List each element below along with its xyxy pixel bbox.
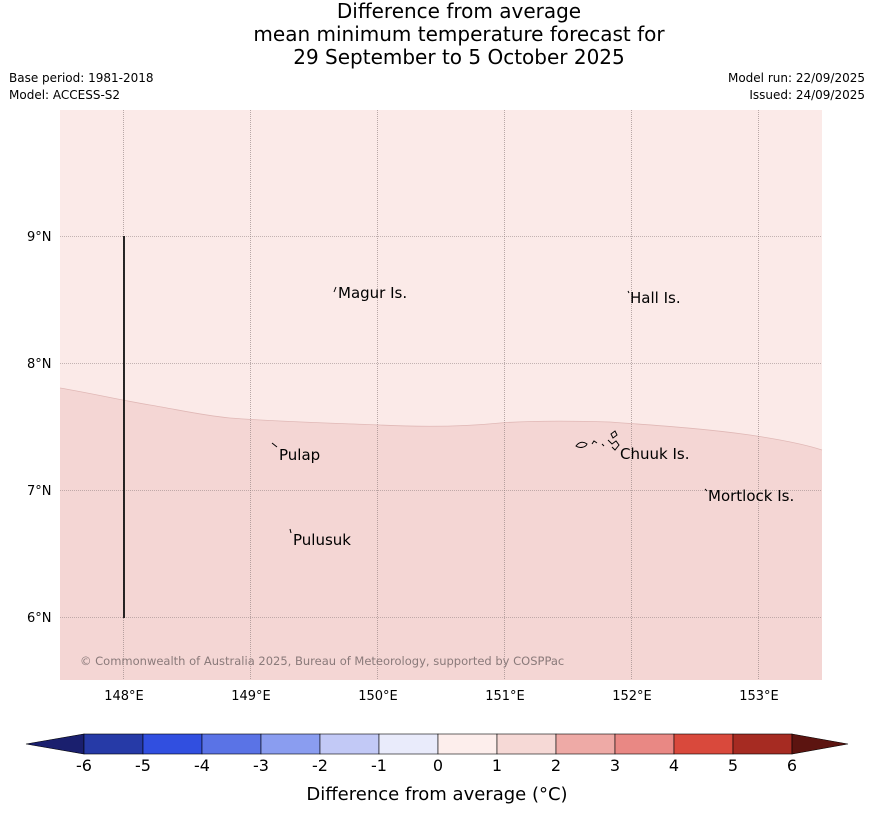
colorbar: -6 -5 -4 -3 -2 -1 0 1 2 3 4 5 6 Differen… xyxy=(25,733,849,805)
colorbar-bin-5-6 xyxy=(732,733,793,755)
colorbar-bin-neg1-0 xyxy=(378,733,439,755)
meta-left: Base period: 1981-2018 Model: ACCESS-S2 xyxy=(9,70,154,104)
colorbar-tick-1: 1 xyxy=(492,756,502,775)
colorbar-tick-neg3: -3 xyxy=(253,756,269,775)
colorbar-tick-3: 3 xyxy=(610,756,620,775)
island-mortlock xyxy=(704,488,708,492)
contour-1-line xyxy=(59,387,823,451)
lon-label-148e: 148°E xyxy=(104,689,144,704)
colorbar-bin-0-1 xyxy=(437,733,498,755)
longitude-labels: 148°E 149°E 150°E 151°E 152°E 153°E xyxy=(104,689,779,704)
place-label-magur: Magur Is. xyxy=(338,284,407,302)
colorbar-tick-0: 0 xyxy=(433,756,443,775)
colorbar-bin-neg3-neg2 xyxy=(260,733,321,755)
place-labels: Magur Is. Hall Is. Pulap Chuuk Is. Mortl… xyxy=(279,284,794,549)
colorbar-tick-neg1: -1 xyxy=(371,756,387,775)
place-label-hall: Hall Is. xyxy=(630,289,681,307)
place-label-mortlock: Mortlock Is. xyxy=(708,487,794,505)
lon-label-150e: 150°E xyxy=(358,689,398,704)
title-line-1: Difference from average xyxy=(336,0,582,23)
island-pulap xyxy=(271,442,278,448)
lon-label-151e: 151°E xyxy=(485,689,525,704)
islands xyxy=(271,286,708,534)
colorbar-tick-6: 6 xyxy=(787,756,797,775)
lon-label-153e: 153°E xyxy=(739,689,779,704)
colorbar-bin-4-5 xyxy=(673,733,734,755)
colorbar-tick-neg6: -6 xyxy=(76,756,92,775)
lat-label-7n: 7°N xyxy=(27,484,52,499)
colorbar-bin-neg2-neg1 xyxy=(319,733,380,755)
colorbar-tick-5: 5 xyxy=(728,756,738,775)
colorbar-tick-4: 4 xyxy=(669,756,679,775)
colorbar-tick-neg4: -4 xyxy=(194,756,210,775)
latitude-labels: 9°N 8°N 7°N 6°N xyxy=(27,230,52,626)
colorbar-bins xyxy=(83,733,793,755)
colorbar-bin-neg5-neg4 xyxy=(142,733,203,755)
colorbar-tick-neg2: -2 xyxy=(312,756,328,775)
lat-label-6n: 6°N xyxy=(27,611,52,626)
island-hall xyxy=(627,290,630,294)
issued-date: Issued: 24/09/2025 xyxy=(749,88,865,102)
place-label-pulusuk: Pulusuk xyxy=(293,531,351,549)
region-south-1-to-2 xyxy=(60,388,822,680)
lon-label-149e: 149°E xyxy=(231,689,271,704)
colorbar-tick-2: 2 xyxy=(551,756,561,775)
colorbar-tick-neg5: -5 xyxy=(135,756,151,775)
colorbar-ticks: -6 -5 -4 -3 -2 -1 0 1 2 3 4 5 6 xyxy=(76,756,797,775)
colorbar-bin-neg6-neg5 xyxy=(83,733,144,755)
colorbar-bin-2-3 xyxy=(555,733,616,755)
colorbar-low-extend xyxy=(25,733,85,755)
lat-label-8n: 8°N xyxy=(27,357,52,372)
title-line-3: 29 September to 5 October 2025 xyxy=(293,45,625,69)
base-period: Base period: 1981-2018 xyxy=(9,71,154,85)
lat-label-9n: 9°N xyxy=(27,230,52,245)
colorbar-label: Difference from average (°C) xyxy=(306,784,567,805)
island-magur xyxy=(333,286,337,293)
island-pulusuk xyxy=(289,528,292,534)
map-title: Difference from average mean minimum tem… xyxy=(0,0,873,69)
copyright-notice: © Commonwealth of Australia 2025, Bureau… xyxy=(80,654,564,668)
colorbar-bin-neg4-neg3 xyxy=(201,733,262,755)
meta-right: Model run: 22/09/2025 Issued: 24/09/2025 xyxy=(728,70,865,104)
colorbar-bin-3-4 xyxy=(614,733,675,755)
place-label-pulap: Pulap xyxy=(279,446,320,464)
lon-label-152e: 152°E xyxy=(612,689,652,704)
model-name: Model: ACCESS-S2 xyxy=(9,88,121,102)
map-panel: Magur Is. Hall Is. Pulap Chuuk Is. Mortl… xyxy=(59,110,823,680)
island-chuuk-lagoon xyxy=(575,430,620,451)
title-line-2: mean minimum temperature forecast for xyxy=(253,22,665,46)
place-label-chuuk: Chuuk Is. xyxy=(620,445,689,463)
model-run: Model run: 22/09/2025 xyxy=(727,71,865,85)
colorbar-high-extend xyxy=(791,733,849,755)
colorbar-bin-1-2 xyxy=(496,733,557,755)
